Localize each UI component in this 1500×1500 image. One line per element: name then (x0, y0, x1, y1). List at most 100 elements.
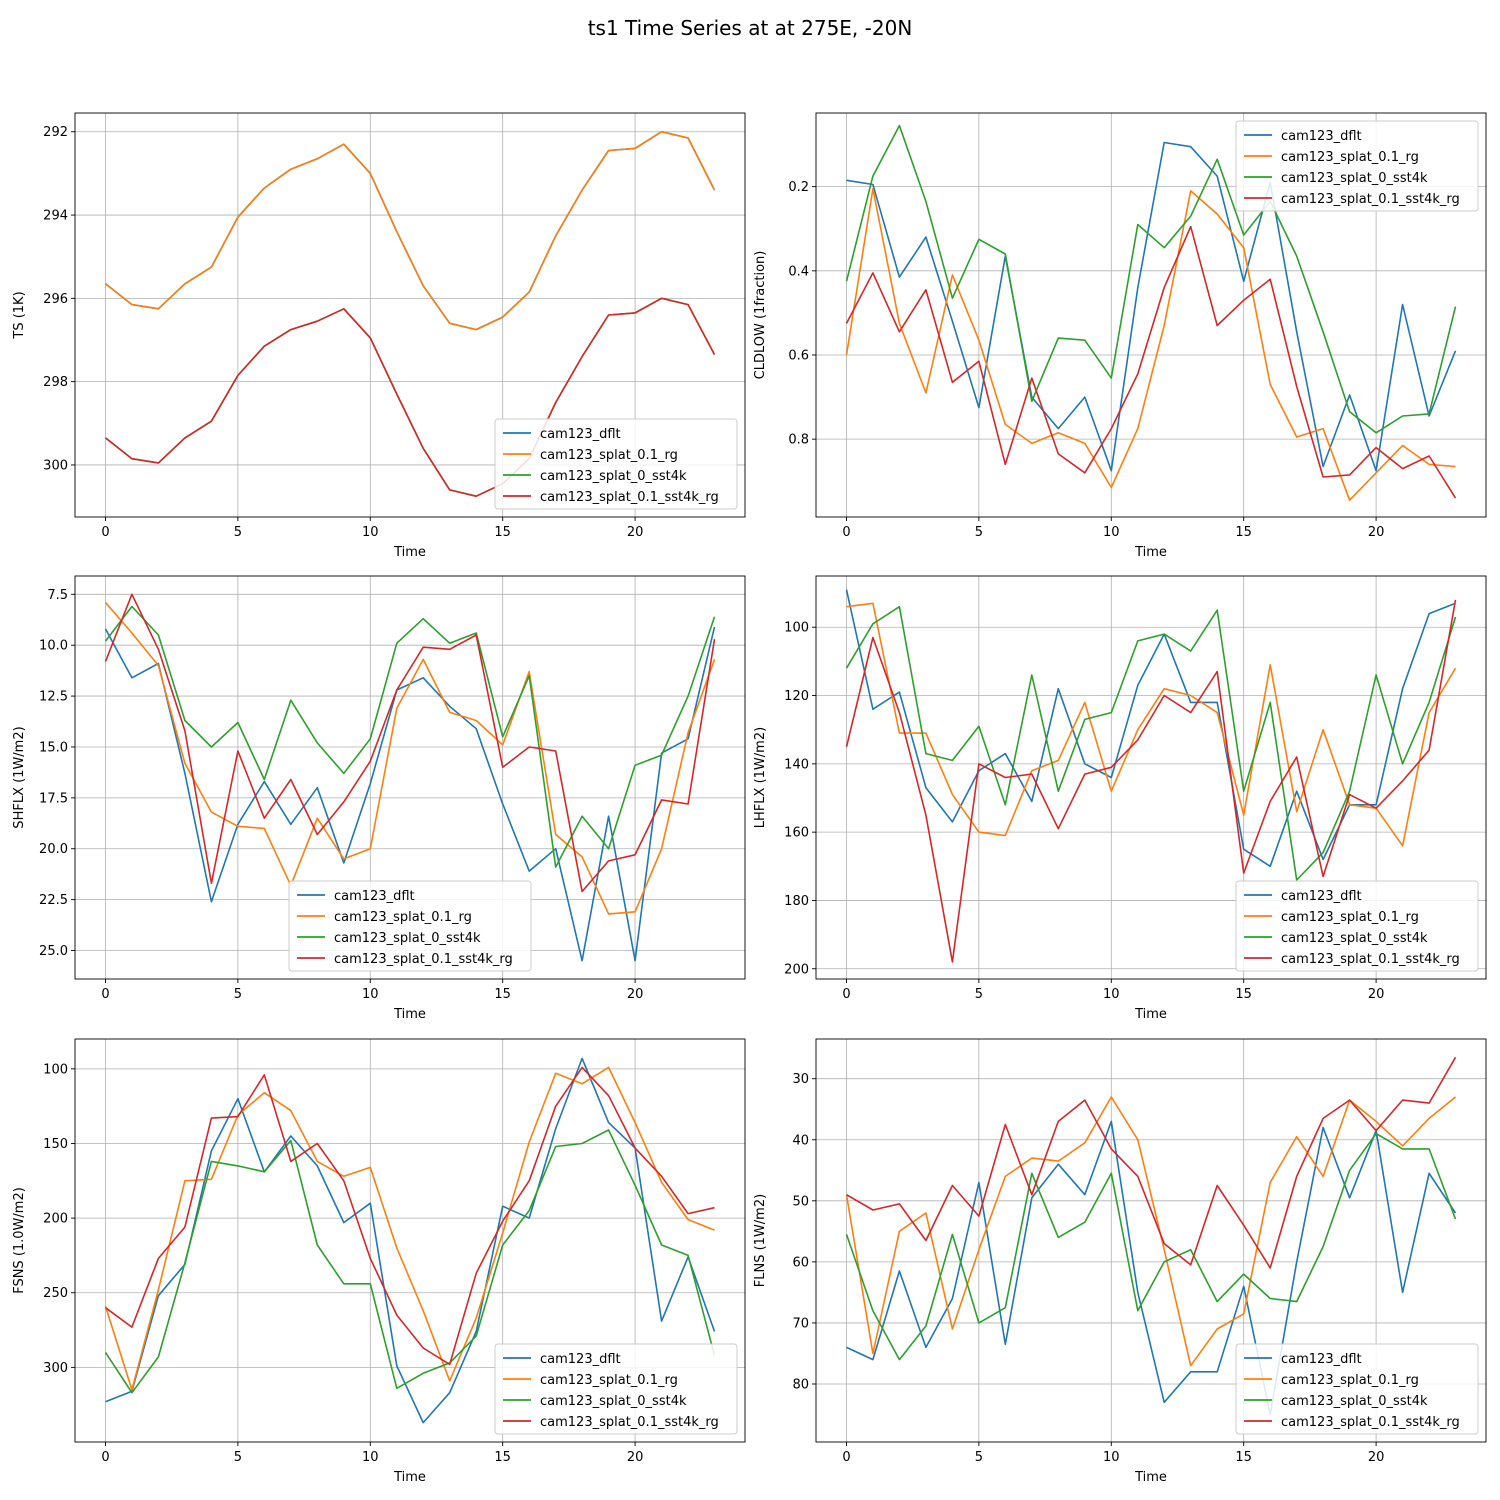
x-tick-label: 20 (1368, 1450, 1385, 1465)
y-tick-label: 180 (784, 894, 809, 909)
y-axis-label: TS (1K) (12, 291, 27, 339)
y-tick-label: 296 (43, 292, 68, 307)
legend-label: cam123_splat_0.1_sst4k_rg (1281, 192, 1460, 207)
y-tick-label: 7.5 (47, 588, 68, 603)
x-tick-label: 10 (362, 525, 379, 540)
series-line-cam123_splat_0.1_rg (846, 602, 1457, 847)
y-tick-label: 80 (792, 1377, 809, 1392)
x-tick-label: 15 (1235, 987, 1252, 1002)
legend-label: cam123_splat_0.1_sst4k_rg (540, 490, 719, 505)
x-tick-label: 20 (627, 525, 644, 540)
legend: cam123_dflt cam123_splat_0.1_rg cam123_spl… (494, 1343, 738, 1435)
legend-label: cam123_splat_0_sst4k (1281, 1394, 1428, 1409)
axes-frame (74, 112, 746, 518)
legend-box (494, 418, 738, 510)
x-tick-label: 15 (1235, 1450, 1252, 1465)
y-tick-label: 300 (43, 458, 68, 473)
x-tick-label: 20 (627, 1450, 644, 1465)
x-axis-label: Time (393, 1470, 426, 1485)
axes-frame (815, 112, 1487, 518)
y-tick-label: 250 (43, 1286, 68, 1301)
y-tick-label: 22.5 (39, 893, 68, 908)
legend-label: cam123_dflt (540, 427, 621, 442)
legend-label: cam123_splat_0_sst4k (1281, 931, 1428, 946)
series-line-cam123_splat_0.1_rg (845, 188, 1456, 502)
legend-label: cam123_splat_0.1_sst4k_rg (540, 1415, 719, 1430)
y-tick-label: 0.4 (788, 264, 809, 279)
series-line-cam123_splat_0.1_sst4k_rg (104, 593, 716, 893)
x-tick-label: 5 (234, 987, 242, 1002)
y-tick-label: 40 (792, 1133, 809, 1148)
x-tick-label: 10 (1103, 987, 1120, 1002)
legend-label: cam123_dflt (540, 1352, 621, 1367)
legend-label: cam123_splat_0.1_rg (1281, 910, 1419, 925)
y-tick-label: 100 (43, 1062, 68, 1077)
legend-box (1235, 1343, 1479, 1435)
legend-label: cam123_splat_0.1_sst4k_rg (334, 952, 513, 967)
legend-label: cam123_splat_0.1_rg (540, 1373, 678, 1388)
series-line-cam123_splat_0.1_sst4k_rg (846, 1056, 1457, 1269)
series-line-cam123_splat_0.1_rg (104, 601, 716, 915)
y-tick-label: 150 (43, 1137, 68, 1152)
legend-box (494, 1343, 738, 1435)
series-line-cam123_splat_0.1_sst4k_rg (845, 599, 1457, 963)
figure-title: ts1 Time Series at at 275E, -20N (587, 16, 913, 40)
legend-label: cam123_splat_0_sst4k (1281, 171, 1428, 186)
legend-label: cam123_dflt (1281, 889, 1362, 904)
y-tick-label: 10.0 (39, 639, 68, 654)
axes-frame (815, 575, 1487, 980)
chart-shflx: 0 5 10 15 20 7.5 10.0 12.5 15.0 17.5 20.0 22.5 25.0 T… (12, 575, 746, 1022)
chart-fsns: 0 5 10 15 20 100 150 200 250 300 Time FSNS (1.0W/m2… (12, 1038, 746, 1485)
legend-label: cam123_splat_0.1_sst4k_rg (1281, 1415, 1460, 1430)
x-tick-label: 15 (494, 987, 511, 1002)
x-axis-label: Time (393, 1007, 426, 1022)
legend-label: cam123_splat_0.1_rg (1281, 150, 1419, 165)
x-tick-label: 20 (627, 987, 644, 1002)
y-axis-label: SHFLX (1W/m2) (12, 726, 27, 828)
y-tick-label: 294 (43, 209, 68, 224)
legend-label: cam123_splat_0.1_rg (540, 448, 678, 463)
legend-box (1235, 120, 1479, 212)
y-tick-label: 292 (43, 125, 68, 140)
chart-ts: 0 5 10 15 20 292 294 296 298 300 Time TS (1K) cam123… (12, 112, 746, 560)
axes-frame (74, 575, 746, 980)
x-axis-label: Time (1134, 1007, 1167, 1022)
series-line-cam123_dflt (846, 141, 1457, 472)
x-tick-label: 5 (975, 1450, 983, 1465)
legend-box (288, 880, 532, 972)
x-tick-label: 15 (1235, 525, 1252, 540)
x-tick-label: 10 (1103, 525, 1120, 540)
x-tick-label: 0 (842, 1450, 850, 1465)
x-tick-label: 5 (975, 525, 983, 540)
y-tick-label: 70 (792, 1316, 809, 1331)
y-tick-label: 20.0 (39, 842, 68, 857)
x-tick-label: 10 (362, 1450, 379, 1465)
legend: cam123_dflt cam123_splat_0.1_rg cam123_spl… (494, 418, 738, 510)
legend-box (1235, 880, 1479, 972)
y-tick-label: 0.6 (788, 348, 809, 363)
axes-frame (815, 1038, 1487, 1443)
series-line-cam123_splat_0_sst4k (845, 1132, 1457, 1361)
x-tick-label: 0 (842, 525, 850, 540)
x-tick-label: 0 (101, 1450, 109, 1465)
x-axis-label: Time (1134, 1470, 1167, 1485)
y-tick-label: 25.0 (39, 944, 68, 959)
y-axis-label: CLDLOW (1fraction) (753, 251, 768, 380)
y-tick-label: 298 (43, 375, 68, 390)
legend: cam123_dflt cam123_splat_0.1_rg cam123_spl… (1235, 1343, 1479, 1435)
series-line-cam123_splat_0_sst4k (845, 124, 1457, 434)
legend-label: cam123_splat_0_sst4k (334, 931, 481, 946)
x-tick-label: 10 (1103, 1450, 1120, 1465)
x-tick-label: 15 (494, 1450, 511, 1465)
y-tick-label: 15.0 (39, 740, 68, 755)
legend-label: cam123_dflt (334, 889, 415, 904)
series-line-cam123_splat_0.1_rg (845, 1096, 1457, 1367)
y-tick-label: 140 (784, 757, 809, 772)
series-line-cam123_splat_0.1_sst4k_rg (845, 225, 1457, 499)
y-tick-label: 200 (43, 1212, 68, 1227)
x-tick-label: 5 (234, 1450, 242, 1465)
axes-frame (74, 1038, 746, 1443)
legend-label: cam123_splat_0.1_sst4k_rg (1281, 952, 1460, 967)
series-line-cam123_splat_0.1_sst4k_rg (105, 297, 716, 498)
